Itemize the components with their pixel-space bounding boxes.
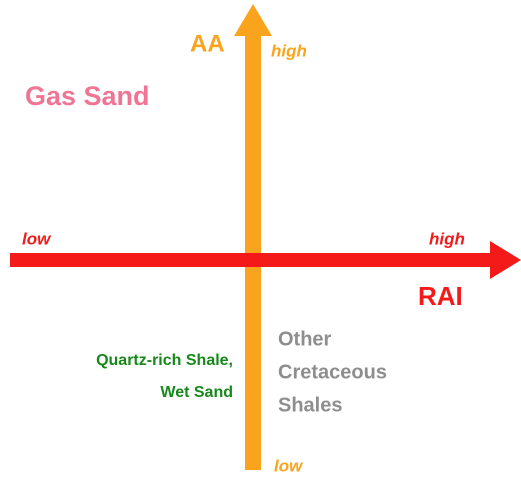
horizontal-axis-shaft xyxy=(10,253,492,267)
horizontal-axis-head xyxy=(490,241,521,279)
vertical-axis-label: AA xyxy=(190,30,225,57)
horizontal-axis-low: low xyxy=(22,229,52,248)
horizontal-axis-label: RAI xyxy=(418,281,463,311)
vertical-axis-shaft xyxy=(245,34,261,470)
region-label: Quartz-rich Shale, xyxy=(96,352,233,369)
vertical-axis-high: high xyxy=(271,41,307,60)
region-label: Gas Sand xyxy=(25,81,150,111)
vertical-axis-low: low xyxy=(274,456,304,475)
region-label: Shales xyxy=(278,394,342,416)
region-label: Cretaceous xyxy=(278,361,387,383)
region-label: Other xyxy=(278,328,332,350)
vertical-axis-head xyxy=(234,4,272,36)
region-label: Wet Sand xyxy=(160,384,233,401)
horizontal-axis-high: high xyxy=(429,229,465,248)
